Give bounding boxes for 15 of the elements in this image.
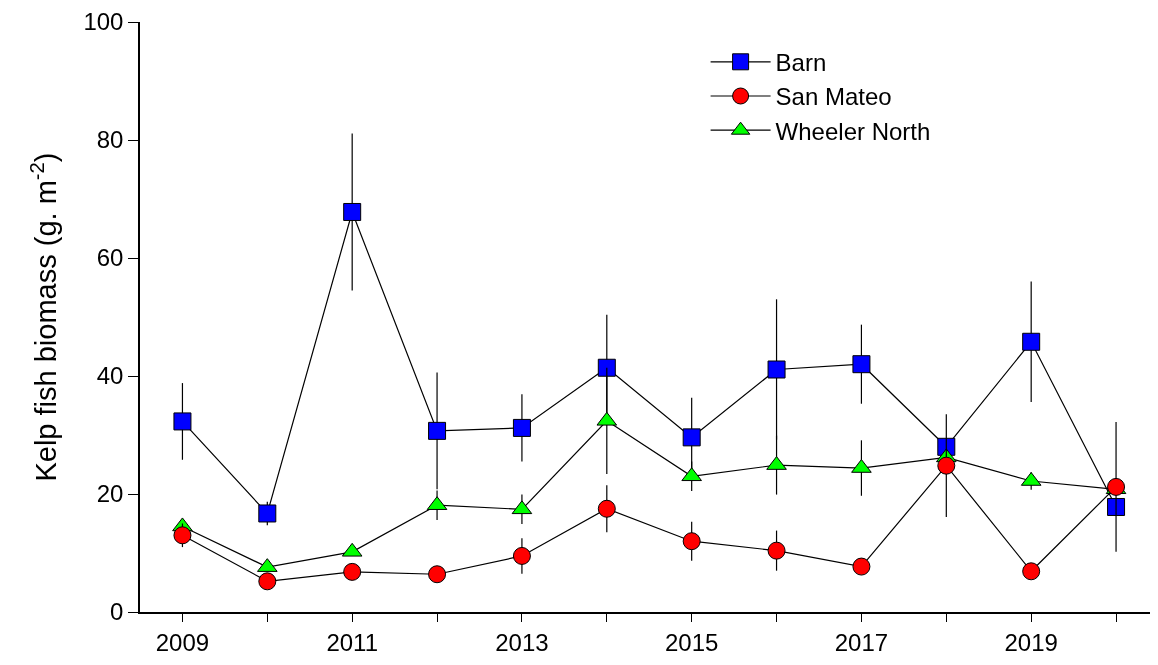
x-tick-label: 2017 (834, 628, 889, 656)
y-tick-label: 100 (83, 8, 124, 36)
legend-label: San Mateo (775, 83, 892, 111)
legend-label: Barn (775, 49, 827, 77)
y-tick-label: 0 (110, 598, 124, 626)
x-tick-label: 2015 (664, 628, 719, 656)
x-tick-label: 2009 (155, 628, 210, 656)
legend-label: Wheeler North (775, 117, 931, 145)
y-tick-label: 20 (96, 480, 124, 508)
x-tick-label: 2013 (495, 628, 549, 656)
x-tick-label: 2019 (1004, 628, 1058, 656)
y-tick-label: 80 (96, 126, 124, 154)
y-tick-label: 40 (96, 362, 124, 390)
y-tick-label: 60 (96, 244, 124, 272)
x-tick-label: 2011 (326, 628, 378, 656)
